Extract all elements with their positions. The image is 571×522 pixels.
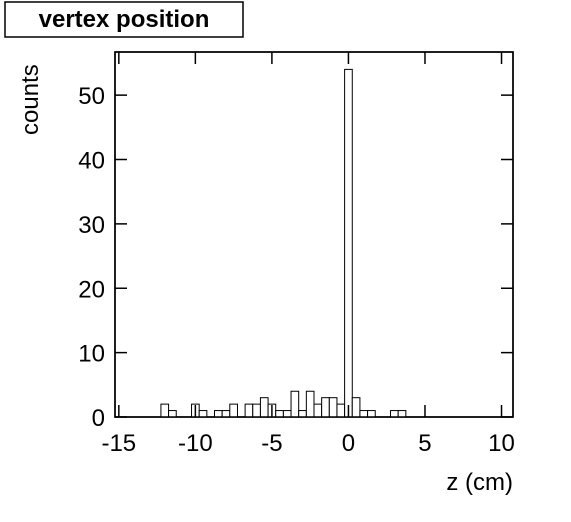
x-tick-label: 10 bbox=[488, 430, 515, 457]
plot-border bbox=[114, 51, 514, 418]
histogram-bar bbox=[321, 397, 330, 418]
histogram-bar bbox=[351, 397, 361, 418]
x-tick-label: -15 bbox=[101, 430, 136, 457]
y-tick-label: 20 bbox=[78, 276, 105, 303]
histogram-bar bbox=[397, 410, 407, 418]
histogram-bar bbox=[214, 410, 223, 418]
x-axis-label: z (cm) bbox=[446, 469, 513, 496]
histogram-bar bbox=[290, 390, 300, 418]
histogram-bar bbox=[344, 68, 353, 418]
histogram-bar bbox=[244, 403, 254, 418]
histogram-bar bbox=[168, 410, 177, 418]
y-axis-label: counts bbox=[17, 64, 44, 135]
histogram-bar bbox=[160, 403, 170, 418]
histogram-bar bbox=[198, 410, 208, 418]
histogram-bar bbox=[336, 403, 346, 418]
y-tick-label: 40 bbox=[78, 148, 105, 175]
histogram-bar bbox=[305, 390, 315, 418]
histogram-bar bbox=[275, 410, 284, 418]
histogram-bar bbox=[328, 397, 338, 418]
title-box bbox=[4, 1, 244, 38]
x-tick-label: 5 bbox=[418, 430, 431, 457]
x-tick-label: -5 bbox=[261, 430, 282, 457]
histogram-bar bbox=[313, 403, 323, 418]
histogram-bar bbox=[221, 410, 231, 418]
y-tick-label: 10 bbox=[78, 341, 105, 368]
chart-title: vertex position bbox=[39, 6, 210, 33]
histogram-bar bbox=[298, 410, 307, 418]
histogram-bar bbox=[367, 410, 376, 418]
histogram-bar bbox=[259, 397, 269, 418]
histogram-bar bbox=[252, 403, 261, 418]
histogram-bar bbox=[282, 410, 292, 418]
y-tick-label: 0 bbox=[92, 405, 105, 432]
y-tick-label: 50 bbox=[78, 83, 105, 110]
x-tick-label: -10 bbox=[178, 430, 213, 457]
plot-frame bbox=[114, 51, 514, 418]
histogram-bar bbox=[359, 410, 369, 418]
y-tick-label: 30 bbox=[78, 212, 105, 239]
histogram-bar bbox=[390, 410, 399, 418]
x-tick-label: 0 bbox=[342, 430, 355, 457]
histogram-bar bbox=[229, 403, 238, 418]
